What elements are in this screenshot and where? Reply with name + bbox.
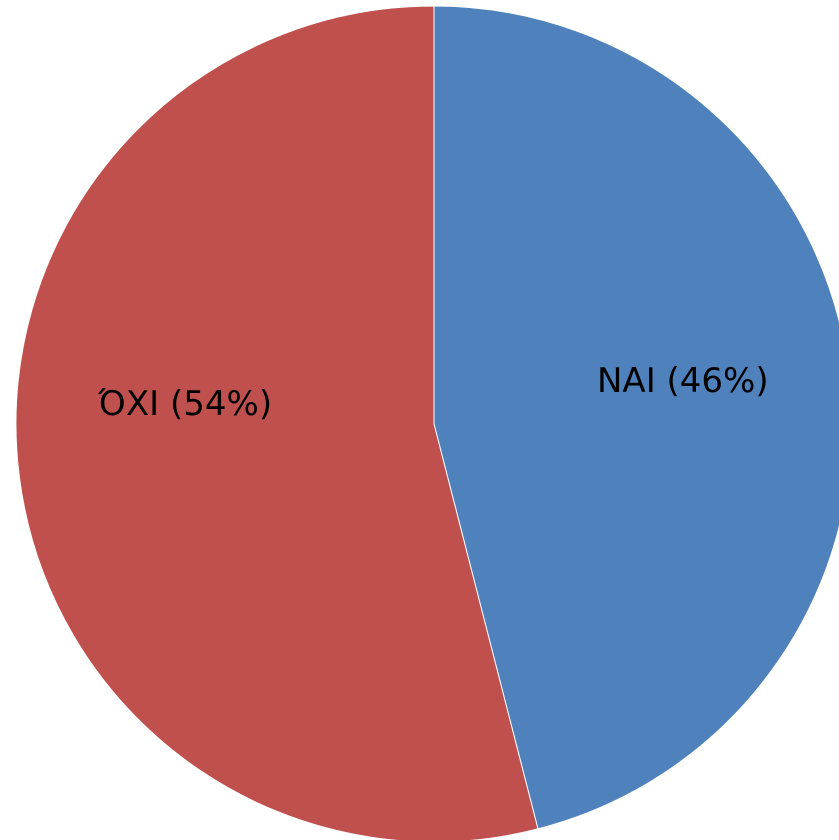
- pie-slice: [15, 5, 539, 840]
- pie-slice: [433, 5, 839, 830]
- slice-label: ΌΧΙ (54%): [97, 384, 272, 424]
- slice-label: ΝΑΙ (46%): [597, 361, 769, 401]
